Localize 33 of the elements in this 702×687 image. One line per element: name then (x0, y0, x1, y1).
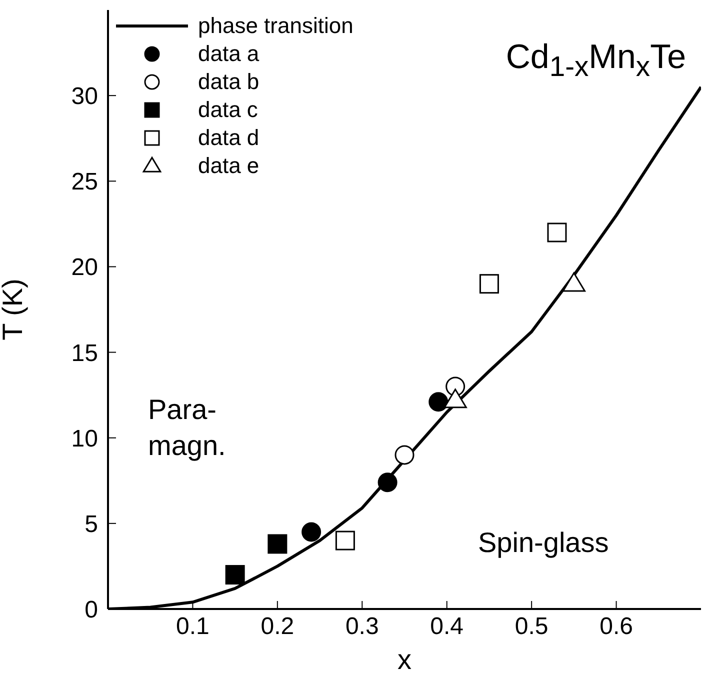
y-tick-label: 15 (71, 340, 98, 367)
annotation: Spin-glass (478, 526, 609, 560)
point (335, 530, 355, 550)
point (225, 565, 245, 585)
legend-label: phase transition (198, 12, 354, 40)
y-tick-label: 25 (71, 168, 98, 196)
x-axis-title: x (398, 644, 412, 675)
y-axis-title: T (K) (0, 278, 28, 340)
point (547, 222, 567, 242)
x-tick-label: 0.2 (260, 613, 294, 640)
y-tick-label: 30 (71, 83, 98, 110)
y-tick-label: 10 (71, 425, 98, 452)
x-tick-label: 0.3 (345, 613, 379, 640)
text: Cd$_{1-x}$Mn$_{x}$Te (506, 38, 686, 84)
legend-label: data a (198, 40, 260, 68)
y-tick-label: 0 (84, 596, 98, 624)
legend-label: data e (198, 152, 260, 180)
x-tick-label: 0.6 (600, 613, 633, 640)
point (302, 522, 322, 542)
y-tick-label: 20 (71, 254, 98, 282)
x-tick-label: 0.5 (514, 613, 548, 640)
point (268, 534, 288, 554)
y-tick-label: 5 (84, 510, 98, 538)
legend-label: data b (198, 68, 260, 96)
point (479, 274, 499, 294)
point (378, 472, 398, 492)
legend-label: data c (198, 96, 258, 124)
x-tick-label: 0.1 (176, 613, 210, 640)
x-tick-label: 0.4 (430, 613, 464, 640)
point (428, 392, 448, 412)
annotation: Para- magn. (148, 393, 226, 463)
point (394, 445, 414, 465)
legend-label: data d (198, 124, 260, 152)
